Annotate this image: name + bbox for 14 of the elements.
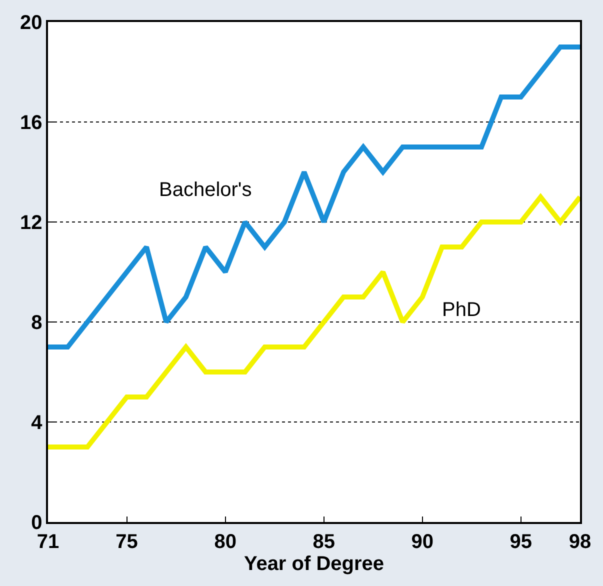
x-axis-title: Year of Degree	[244, 552, 384, 575]
series-label: Bachelor's	[159, 179, 252, 201]
y-tick-label: 8	[31, 312, 42, 334]
y-tick-label: 16	[20, 112, 42, 134]
y-tick-label: 4	[31, 412, 44, 434]
y-tick-label: 12	[20, 212, 42, 234]
series-label: PhD	[442, 299, 481, 321]
x-tick-label: 98	[568, 530, 592, 553]
y-tick-label: 20	[20, 12, 42, 34]
x-tick-label: 90	[411, 530, 434, 553]
x-tick-label: 95	[510, 530, 532, 553]
x-tick-label: 80	[214, 530, 236, 553]
x-tick-label: 85	[312, 530, 335, 553]
x-tick-label: 75	[116, 530, 138, 553]
